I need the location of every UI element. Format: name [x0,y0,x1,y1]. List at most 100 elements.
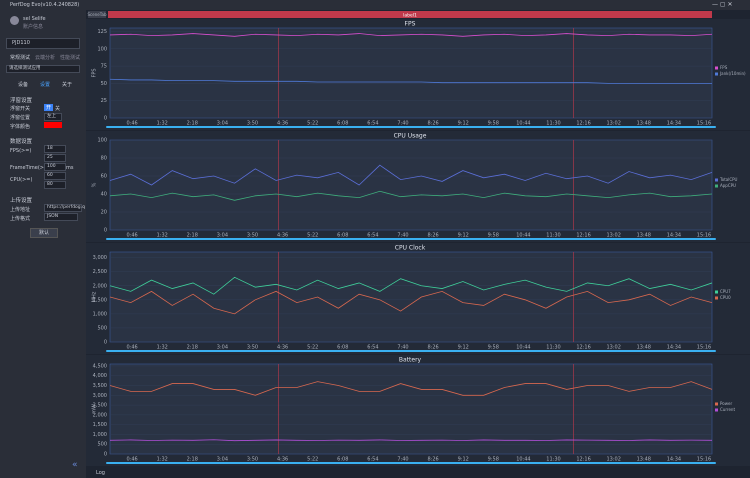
x-tick-label: 13:48 [637,233,651,239]
chart-title: CPU Clock [395,245,426,252]
collapse[interactable]: « [72,460,78,470]
unit: ms [66,165,74,171]
x-tick-label: 10:44 [516,233,530,239]
legend-label: CPU7 [720,289,731,294]
color-swatch[interactable] [44,122,62,128]
scene-tab-label: SceneTab [88,12,107,17]
input[interactable]: 80 [44,181,66,189]
x-tick-label: 11:30 [546,121,560,127]
x-tick-label: 6:08 [337,457,348,463]
x-tick-label: 14:34 [667,345,681,351]
x-tick-label: 0:46 [126,457,137,463]
legend-label: Current [720,407,735,412]
x-tick-label: 9:58 [488,457,499,463]
legend-swatch [715,290,718,294]
mode-tab[interactable]: 云端分析 [35,55,56,61]
x-tick-label: 6:08 [337,233,348,239]
y-tick-label: 75 [101,64,107,70]
series-line [109,78,712,84]
format-select[interactable]: JSON [44,213,78,221]
label: CPU(>=) [10,177,33,183]
input[interactable]: 25 [44,154,66,162]
x-tick-label: 15:16 [697,457,711,463]
plot-area [109,27,713,119]
x-tick-label: 6:08 [337,121,348,127]
x-tick-label: 7:40 [397,457,408,463]
label: 字体颜色 [10,124,31,130]
y-tick-label: 500 [97,325,107,331]
y-tick-label: 25 [101,98,107,104]
switch-on[interactable]: 开 [44,104,54,111]
x-tick-label: 13:48 [637,121,651,127]
y-tick-label: 0 [104,116,107,122]
x-tick-label: 12:16 [576,345,590,351]
legend-swatch [715,408,718,412]
y-tick-label: 1,000 [93,311,107,317]
tab[interactable]: 设备 [18,82,29,88]
y-tick-label: 2,000 [93,412,107,418]
x-tick-label: 13:48 [637,345,651,351]
legend-swatch [715,66,718,70]
x-tick-label: 6:54 [367,233,378,239]
y-tick-label: 4,000 [93,373,107,379]
switch-off[interactable]: 关 [55,106,61,112]
y-tick-label: 3,000 [93,255,107,261]
x-tick-label: 2:18 [187,121,198,127]
mode-tab[interactable]: 常规测试 [10,55,31,61]
tab[interactable]: 关于 [62,82,73,88]
x-tick-label: 9:58 [488,233,499,239]
sidebar: sel Selife 账户信息 PJD110 常规测试 云端分析 性能测试 请选… [0,10,86,478]
x-tick-label: 5:22 [307,345,318,351]
x-tick-label: 10:44 [516,345,530,351]
x-tick-label: 13:02 [606,233,620,239]
x-tick-label: 15:16 [697,121,711,127]
input[interactable]: 100 [44,163,66,171]
x-tick-label: 3:04 [217,121,228,127]
x-tick-label: 12:16 [576,121,590,127]
charts: SceneTab label1 FPS FPS 0 25 50 75 100 125 0:46 1… [86,11,750,466]
input[interactable]: 18 [44,145,66,153]
y-tick-label: 125 [97,29,107,35]
input[interactable]: https://perfdog.q [44,204,85,212]
legend-label: Jank(/10min) [719,71,746,76]
user-name: sel Selife [23,16,46,22]
x-tick-label: 8:26 [427,457,438,463]
label: FrameTime(>=) [10,165,51,171]
x-tick-label: 6:08 [337,345,348,351]
app-select[interactable]: 请选择测试应用 [6,65,80,73]
tab[interactable]: 设置 [40,82,51,88]
label: 上传地址 [10,207,31,213]
y-tick-label: 0 [104,228,107,234]
log[interactable]: Log [96,470,105,476]
y-axis-label: FPS [92,68,98,77]
series-line [109,439,713,442]
x-tick-label: 12:16 [576,233,590,239]
window-title: PerfDog Evo(v10.4.240828) [10,2,80,8]
x-tick-label: 6:54 [367,457,378,463]
x-tick-label: 8:26 [427,233,438,239]
x-tick-label: 6:54 [367,345,378,351]
avatar [10,16,19,25]
heading: 上传设置 [10,198,33,204]
series-line [109,164,713,186]
device-select[interactable] [6,38,80,49]
input[interactable]: 60 [44,172,66,180]
heading: 浮窗设置 [10,98,33,104]
scene-tab[interactable] [88,11,106,18]
y-tick-label: 2,500 [93,269,107,275]
legend-swatch [715,72,718,76]
scrollbar [106,350,716,352]
pos-select[interactable]: 左上 [44,113,62,121]
y-tick-label: 20 [101,210,107,216]
account[interactable]: 账户信息 [23,24,44,30]
mode-tab[interactable]: 性能测试 [60,55,81,61]
y-tick-label: 50 [101,81,107,87]
chart-title: Battery [399,357,422,364]
title-bar: PerfDog Evo(v10.4.240828) — ▢ ✕ [0,0,750,10]
y-axis-label: mW [92,404,98,414]
x-tick-label: 13:02 [606,345,620,351]
window-controls[interactable]: — ▢ ✕ [712,1,733,8]
x-tick-label: 15:16 [697,233,711,239]
default-button[interactable]: 默认 [30,228,58,238]
label: 上传格式 [10,216,31,222]
